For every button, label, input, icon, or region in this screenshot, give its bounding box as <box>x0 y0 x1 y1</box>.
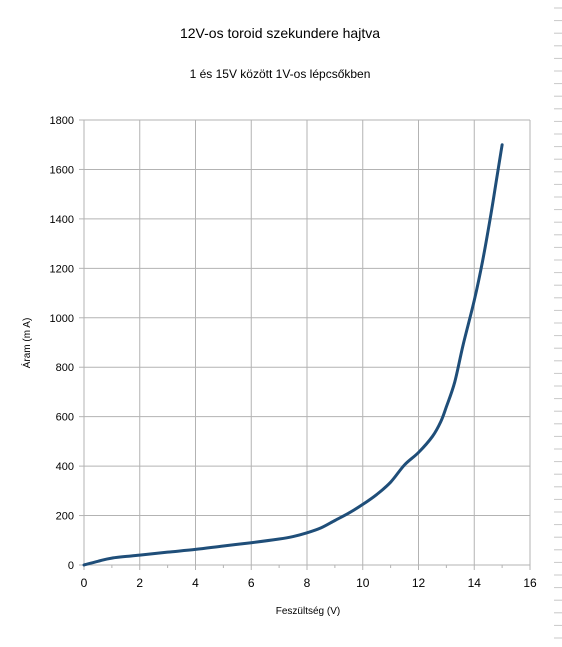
x-tick-label: 16 <box>523 576 537 590</box>
x-tick-label: 14 <box>468 576 482 590</box>
y-tick-label: 600 <box>56 412 74 424</box>
x-tick-label: 4 <box>192 576 199 590</box>
x-tick-label: 2 <box>136 576 143 590</box>
series-line <box>82 143 504 567</box>
y-axis-ticks: 0 200 400 600 800 1000 1200 1400 1600 1800 <box>50 115 74 572</box>
y-tick-label: 1400 <box>50 214 74 226</box>
y-tick-label: 200 <box>56 511 74 523</box>
y-tick-label: 1200 <box>50 263 74 275</box>
y-tick-label: 1800 <box>50 115 74 127</box>
chart-title: 12V-os toroid szekundere hajtva <box>180 25 380 41</box>
x-tick-label: 10 <box>356 576 370 590</box>
x-axis-label: Feszültség (V) <box>276 606 340 617</box>
y-tick-label: 1600 <box>50 164 74 176</box>
y-tick-label: 800 <box>56 362 74 374</box>
x-tick-label: 12 <box>412 576 426 590</box>
y-tick-label: 1000 <box>50 313 74 325</box>
series-group <box>82 143 504 567</box>
grid <box>79 119 531 570</box>
x-tick-label: 0 <box>81 576 88 590</box>
chart-subtitle: 1 és 15V között 1V-os lépcsőkben <box>190 67 371 81</box>
y-axis-label: Áram (m A) <box>20 318 33 369</box>
edge-tick-marks <box>554 7 562 639</box>
x-tick-label: 8 <box>304 576 311 590</box>
x-axis-ticks: 0 2 4 6 8 10 12 14 16 <box>81 576 537 590</box>
y-tick-label: 400 <box>56 461 74 473</box>
y-tick-label: 0 <box>68 560 74 572</box>
x-tick-label: 6 <box>248 576 255 590</box>
